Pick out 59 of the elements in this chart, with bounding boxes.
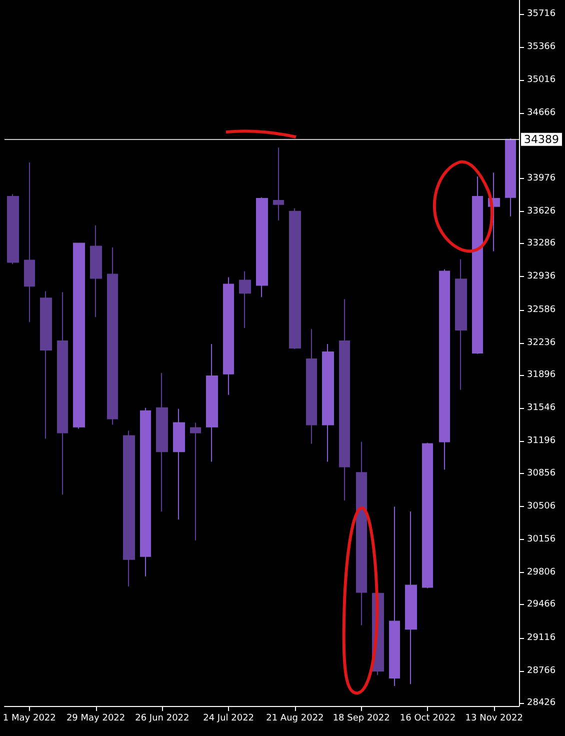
candlestick [140, 407, 151, 577]
y-tick-label: 31546 [527, 403, 556, 414]
y-tick-label: 34666 [527, 108, 556, 118]
candlestick [40, 290, 52, 440]
candlestick [439, 268, 450, 470]
y-tick-label: 35016 [527, 75, 556, 86]
candlestick [156, 372, 168, 512]
y-tick-label: 32936 [527, 272, 556, 282]
y-tick-label: 35366 [527, 42, 556, 52]
candlestick [389, 506, 400, 687]
candlestick [24, 162, 35, 323]
y-tick-label: 32236 [527, 338, 556, 348]
y-tick-label: 28426 [527, 698, 556, 708]
candlestick [339, 298, 350, 502]
y-tick-label: 30856 [527, 468, 556, 478]
y-tick-label: 29806 [527, 568, 556, 578]
candlestick [322, 344, 334, 462]
candlestick [455, 258, 467, 390]
candlestick [356, 441, 367, 626]
candlestick [173, 408, 185, 520]
candlestick [90, 224, 102, 318]
candlestick [57, 292, 68, 496]
candlestick [306, 328, 317, 444]
y-tick-label: 30156 [527, 534, 556, 544]
x-tick-label: 26 Jun 2022 [135, 714, 190, 724]
y-tick-label: 30506 [527, 501, 556, 512]
x-tick-label: 18 Sep 2022 [332, 714, 390, 724]
x-tick-label: 21 Aug 2022 [266, 714, 324, 724]
candlestick [239, 270, 251, 329]
y-tick-label: 31196 [527, 436, 556, 446]
y-tick-label: 29466 [527, 600, 556, 610]
x-tick-label: 13 Nov 2022 [465, 714, 523, 724]
candlestick [256, 196, 268, 298]
candlestick [73, 242, 85, 430]
candlestick [505, 138, 516, 217]
candlestick [472, 176, 483, 354]
x-tick-label: 24 Jul 2022 [203, 714, 254, 724]
candlestick [273, 147, 284, 221]
x-tick-label: 16 Oct 2022 [400, 714, 456, 724]
candlestick [206, 344, 218, 462]
candlestick [7, 194, 19, 265]
y-tick-label: 33626 [527, 206, 556, 217]
ref-line-label: 34389 [524, 132, 559, 146]
candlestick [223, 276, 234, 396]
y-tick-label: 35716 [527, 8, 556, 19]
x-tick-label: 29 May 2022 [66, 714, 126, 724]
y-tick-label: 32586 [527, 304, 556, 315]
y-tick-label: 29116 [527, 632, 556, 643]
candlestick [123, 430, 135, 587]
candlestick [289, 208, 301, 350]
y-tick-label: 28766 [527, 666, 556, 676]
candlestick [190, 422, 201, 541]
candlestick [405, 510, 417, 685]
candlestick [422, 442, 433, 589]
candlestick [107, 246, 118, 426]
y-tick-label: 33976 [527, 173, 556, 184]
x-tick-label: 1 May 2022 [2, 714, 56, 724]
y-tick-label: 31896 [527, 370, 556, 380]
y-tick-label: 33286 [527, 238, 556, 249]
